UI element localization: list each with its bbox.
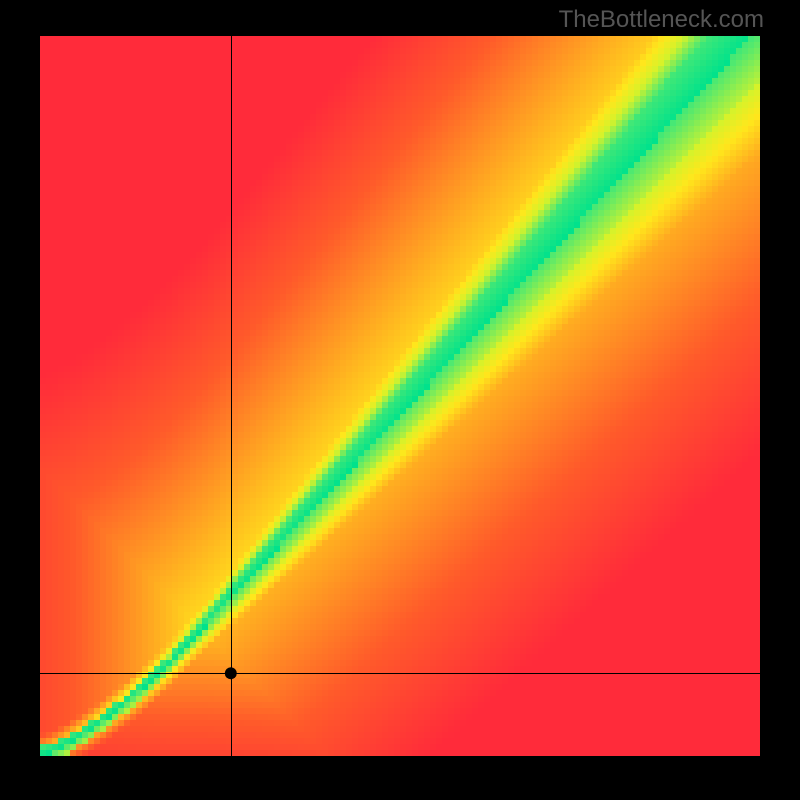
watermark-text: TheBottleneck.com — [559, 6, 764, 34]
bottleneck-heatmap — [0, 0, 800, 800]
chart-root: TheBottleneck.com — [0, 0, 800, 800]
